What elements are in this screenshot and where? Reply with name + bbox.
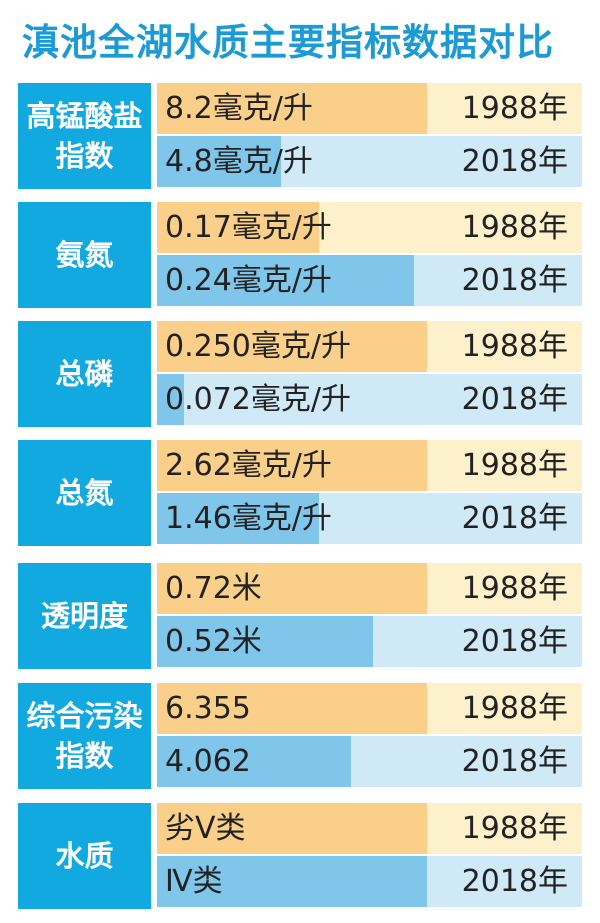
indicator-label: 水质 xyxy=(18,803,151,909)
year-label: 1988年 xyxy=(461,691,568,726)
indicator-group: 透明度 0.72米 1988年 0.52米 2018年 xyxy=(18,563,582,669)
value-bar xyxy=(157,683,427,734)
indicator-row: Ⅳ类 2018年 xyxy=(157,856,582,907)
indicator-label-line: 氨氮 xyxy=(55,238,114,272)
value-bar xyxy=(157,616,373,667)
value-label: Ⅳ类 xyxy=(165,864,223,899)
indicator-row: 劣Ⅴ类 1988年 xyxy=(157,803,582,854)
indicator-row: 0.24毫克/升 2018年 xyxy=(157,255,582,306)
indicator-label: 氨氮 xyxy=(18,202,151,308)
page-title: 滇池全湖水质主要指标数据对比 xyxy=(22,21,554,64)
year-label: 2018年 xyxy=(461,263,568,298)
year-label: 1988年 xyxy=(461,329,568,364)
value-bar xyxy=(157,136,281,187)
year-label: 1988年 xyxy=(461,91,568,126)
indicator-group: 水质 劣Ⅴ类 1988年 Ⅳ类 2018年 xyxy=(18,803,582,909)
indicator-group: 高锰酸盐指数 8.2毫克/升 1988年 4.8毫克/升 2018年 xyxy=(18,83,582,189)
indicator-group: 综合污染指数 6.355 1988年 4.062 2018年 xyxy=(18,683,582,789)
value-label: 0.17毫克/升 xyxy=(165,210,332,245)
value-bar xyxy=(157,255,414,306)
year-label: 2018年 xyxy=(461,744,568,779)
value-bar xyxy=(157,83,427,134)
value-bar xyxy=(157,563,427,614)
value-label: 0.250毫克/升 xyxy=(165,329,351,364)
indicator-group: 总磷 0.250毫克/升 1988年 0.072毫克/升 2018年 xyxy=(18,321,582,427)
value-bar xyxy=(157,202,319,253)
value-bar xyxy=(157,736,351,787)
year-label: 2018年 xyxy=(461,144,568,179)
indicator-label: 总磷 xyxy=(18,321,151,427)
value-label: 劣Ⅴ类 xyxy=(165,811,246,846)
value-label: 6.355 xyxy=(165,691,251,726)
indicator-label-line: 总氮 xyxy=(55,476,114,510)
value-bar xyxy=(157,493,319,544)
indicator-label-line: 总磷 xyxy=(55,357,114,391)
year-label: 2018年 xyxy=(461,624,568,659)
indicator-label: 透明度 xyxy=(18,563,151,669)
indicator-row: 4.062 2018年 xyxy=(157,736,582,787)
indicator-row: 8.2毫克/升 1988年 xyxy=(157,83,582,134)
value-label: 1.46毫克/升 xyxy=(165,501,332,536)
value-bar xyxy=(157,374,184,425)
value-label: 8.2毫克/升 xyxy=(165,91,313,126)
indicator-label-line: 综合污染 xyxy=(26,699,143,733)
year-label: 2018年 xyxy=(461,864,568,899)
indicator-label-line: 水质 xyxy=(55,839,114,873)
value-label: 0.072毫克/升 xyxy=(165,382,351,417)
indicator-row: 2.62毫克/升 1988年 xyxy=(157,440,582,491)
year-label: 2018年 xyxy=(461,501,568,536)
value-bar xyxy=(157,321,427,372)
indicator-row: 4.8毫克/升 2018年 xyxy=(157,136,582,187)
year-label: 1988年 xyxy=(461,210,568,245)
value-label: 0.52米 xyxy=(165,624,262,659)
indicator-label-line: 高锰酸盐 xyxy=(26,99,143,133)
value-label: 4.8毫克/升 xyxy=(165,144,313,179)
year-label: 1988年 xyxy=(461,571,568,606)
indicator-group: 总氮 2.62毫克/升 1988年 1.46毫克/升 2018年 xyxy=(18,440,582,546)
year-label: 1988年 xyxy=(461,448,568,483)
indicator-row: 1.46毫克/升 2018年 xyxy=(157,493,582,544)
year-label: 1988年 xyxy=(461,811,568,846)
value-label: 2.62毫克/升 xyxy=(165,448,332,483)
value-label: 4.062 xyxy=(165,744,251,779)
indicator-row: 0.17毫克/升 1988年 xyxy=(157,202,582,253)
indicator-row: 0.52米 2018年 xyxy=(157,616,582,667)
indicator-label-line: 指数 xyxy=(55,739,114,773)
value-label: 0.72米 xyxy=(165,571,262,606)
value-bar xyxy=(157,440,427,491)
indicator-row: 0.250毫克/升 1988年 xyxy=(157,321,582,372)
indicator-label-line: 指数 xyxy=(55,139,114,173)
year-label: 2018年 xyxy=(461,382,568,417)
indicator-label: 高锰酸盐 指数 xyxy=(18,83,151,189)
indicator-label-line: 透明度 xyxy=(40,599,128,633)
indicator-row: 0.072毫克/升 2018年 xyxy=(157,374,582,425)
indicator-row: 6.355 1988年 xyxy=(157,683,582,734)
indicator-row: 0.72米 1988年 xyxy=(157,563,582,614)
indicator-group: 氨氮 0.17毫克/升 1988年 0.24毫克/升 2018年 xyxy=(18,202,582,308)
value-label: 0.24毫克/升 xyxy=(165,263,332,298)
value-bar xyxy=(157,803,427,854)
indicator-label: 总氮 xyxy=(18,440,151,546)
value-bar xyxy=(157,856,427,907)
indicator-label: 综合污染 指数 xyxy=(18,683,151,789)
